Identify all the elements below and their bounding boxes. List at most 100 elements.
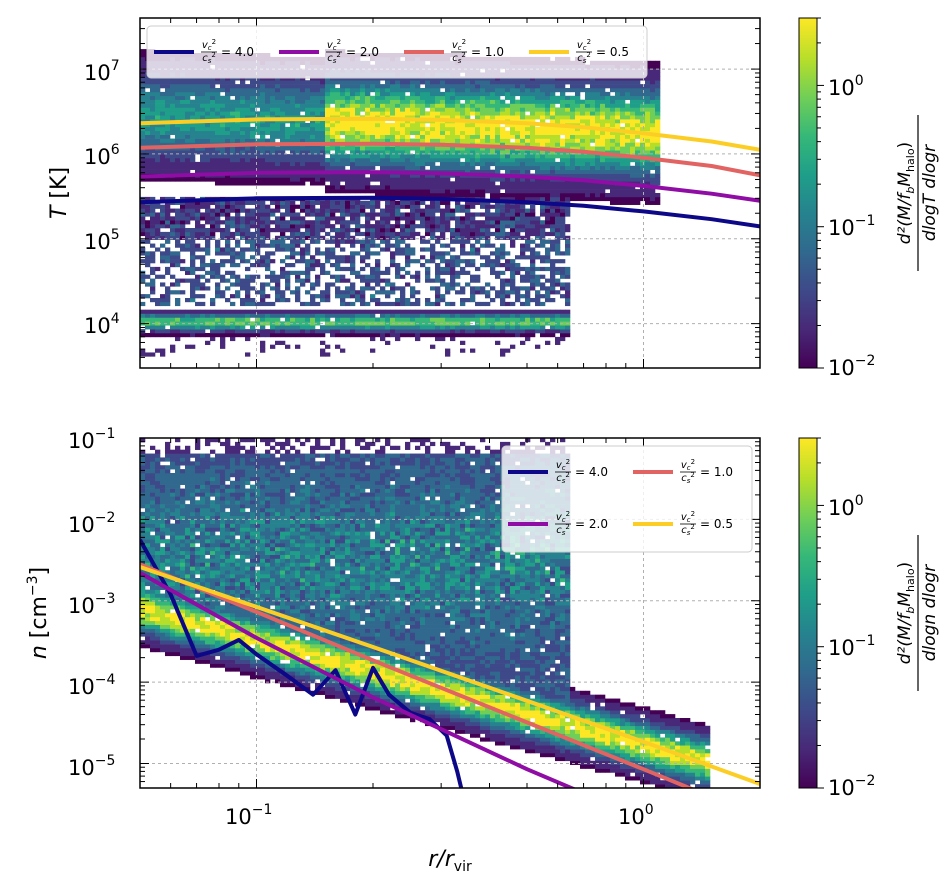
heatmap-cell — [210, 270, 216, 275]
heatmap-cell — [185, 161, 191, 167]
heatmap-cell — [195, 146, 201, 151]
heatmap-cell — [340, 313, 346, 318]
heatmap-cell — [390, 329, 396, 334]
heatmap-cell — [225, 251, 231, 256]
heatmap-cell — [380, 177, 386, 182]
heatmap-cell — [170, 150, 176, 155]
heatmap-cell — [480, 189, 486, 194]
heatmap-cell — [290, 220, 296, 225]
heatmap-cell — [380, 329, 386, 334]
heatmap-cell — [260, 208, 266, 213]
heatmap-cell — [165, 329, 171, 334]
heatmap-cell — [545, 333, 551, 338]
heatmap-cell — [350, 161, 356, 167]
heatmap-cell — [150, 309, 156, 314]
heatmap-cell — [315, 247, 321, 252]
heatmap-cell — [410, 165, 416, 170]
heatmap-cell — [245, 290, 251, 295]
heatmap-cell — [210, 309, 216, 314]
heatmap-cell — [430, 208, 436, 213]
heatmap-cell — [425, 270, 431, 275]
heatmap-cell — [250, 130, 256, 135]
heatmap-cell — [380, 158, 386, 163]
heatmap-cell — [485, 103, 491, 108]
heatmap-cell — [290, 204, 296, 209]
heatmap-cell — [225, 80, 231, 85]
heatmap-cell — [260, 173, 266, 178]
heatmap-cell — [320, 228, 326, 233]
heatmap-cell — [510, 115, 516, 120]
heatmap-cell — [485, 126, 491, 132]
heatmap-cell — [410, 185, 416, 190]
heatmap-cell — [430, 278, 436, 283]
heatmap-cell — [470, 313, 476, 318]
heatmap-cell — [390, 243, 396, 248]
heatmap-cell — [515, 204, 521, 209]
heatmap-cell — [365, 301, 371, 307]
heatmap-cell — [520, 216, 526, 221]
heatmap-cell — [475, 329, 481, 334]
heatmap-cell — [505, 165, 511, 170]
heatmap-cell — [315, 274, 321, 279]
heatmap-cell — [475, 138, 481, 143]
heatmap-cell — [220, 325, 226, 330]
heatmap-cell — [495, 317, 501, 322]
heatmap-cell — [330, 212, 336, 217]
heatmap-cell — [415, 259, 421, 264]
heatmap-cell — [420, 309, 426, 314]
heatmap-cell — [525, 212, 531, 217]
heatmap-cell — [230, 336, 236, 342]
heatmap-cell — [285, 181, 291, 186]
heatmap-cell — [160, 216, 166, 221]
heatmap-cell — [535, 298, 541, 303]
heatmap-cell — [195, 286, 201, 291]
heatmap-cell — [305, 274, 311, 279]
heatmap-cell — [425, 317, 431, 322]
heatmap-cell — [305, 270, 311, 275]
heatmap-cell — [385, 146, 391, 151]
heatmap-cell — [205, 286, 211, 291]
heatmap-cell — [165, 99, 171, 104]
heatmap-cell — [190, 247, 196, 252]
heatmap-cell — [345, 181, 351, 186]
heatmap-cell — [195, 247, 201, 252]
heatmap-cell — [405, 216, 411, 221]
heatmap-cell — [275, 313, 281, 318]
heatmap-cell — [400, 103, 406, 108]
heatmap-cell — [280, 216, 286, 221]
heatmap-cell — [445, 212, 451, 217]
heatmap-cell — [495, 196, 501, 202]
heatmap-cell — [425, 161, 431, 167]
heatmap-cell — [510, 204, 516, 209]
heatmap-cell — [345, 119, 351, 124]
heatmap-cell — [245, 130, 251, 135]
heatmap-cell — [375, 321, 381, 326]
heatmap-cell — [335, 325, 341, 330]
heatmap-cell — [370, 313, 376, 318]
heatmap-cell — [345, 204, 351, 209]
heatmap-cell — [425, 146, 431, 151]
heatmap-cell — [460, 84, 466, 89]
heatmap-cell — [460, 298, 466, 303]
heatmap-cell — [545, 239, 551, 244]
heatmap-cell — [170, 344, 176, 349]
heatmap-cell — [420, 189, 426, 194]
heatmap-cell — [225, 154, 231, 159]
heatmap-cell — [520, 161, 526, 167]
heatmap-cell — [170, 115, 176, 120]
heatmap-cell — [260, 103, 266, 108]
heatmap-cell — [225, 247, 231, 252]
heatmap-cell — [225, 107, 231, 112]
heatmap-cell — [385, 325, 391, 330]
heatmap-cell — [360, 181, 366, 186]
heatmap-cell — [500, 251, 506, 256]
heatmap-cell — [470, 95, 476, 100]
heatmap-cell — [335, 208, 341, 213]
heatmap-cell — [230, 282, 236, 287]
heatmap-cell — [295, 344, 301, 349]
heatmap-cell — [255, 177, 261, 182]
heatmap-cell — [520, 91, 526, 97]
heatmap-cell — [360, 204, 366, 209]
heatmap-cell — [180, 99, 186, 104]
heatmap-cell — [315, 216, 321, 221]
